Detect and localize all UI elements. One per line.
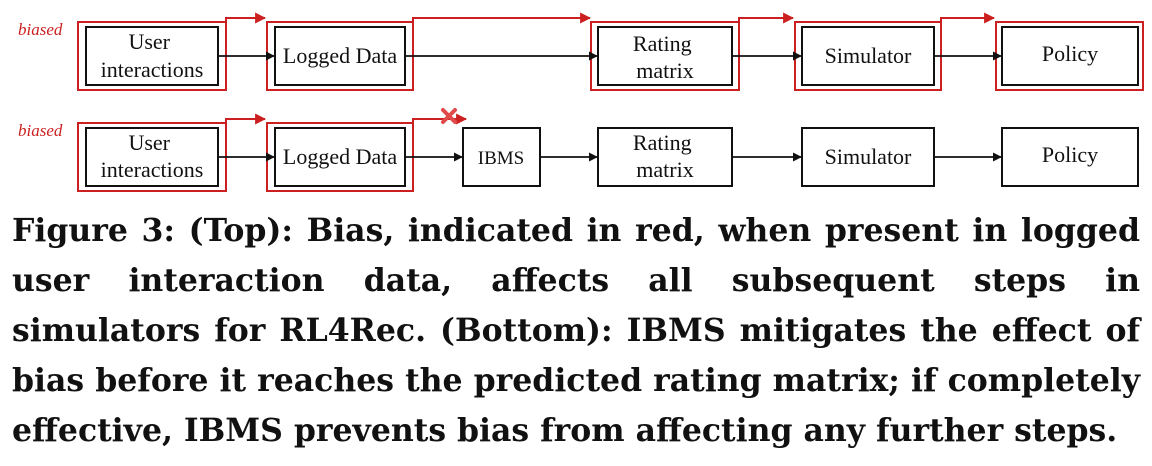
- top-label-user-line1: User: [128, 29, 170, 54]
- top-label-user-line2: interactions: [101, 57, 204, 82]
- top-label-rating: Rating matrix: [633, 31, 697, 83]
- top-label-user: User interactions: [101, 29, 204, 82]
- bias-flow-diagram: biased User interactions Logged Data Rat…: [18, 12, 1144, 192]
- bottom-label-policy: Policy: [1042, 142, 1098, 167]
- top-bias-arrow-1: [225, 12, 267, 24]
- bottom-box-policy: [1001, 127, 1139, 187]
- top-bias-arrow-4: [940, 12, 996, 24]
- figure-caption: Figure 3: (Top): Bias, indicated in red,…: [12, 212, 1140, 449]
- bottom-bias-arrow-1: [225, 113, 267, 125]
- bottom-label-simulator: Simulator: [825, 144, 912, 169]
- blocked-cross-icon: [441, 108, 457, 124]
- bottom-label-rating-line2: matrix: [636, 157, 693, 182]
- biased-label-top: biased: [18, 20, 63, 39]
- top-bias-arrow-3: [738, 12, 795, 24]
- bottom-label-logged: Logged Data: [283, 144, 397, 169]
- bottom-label-user-line2: interactions: [101, 157, 204, 182]
- top-label-rating-line2: matrix: [636, 58, 693, 83]
- top-label-logged: Logged Data: [283, 43, 397, 68]
- bottom-label-rating-line1: Rating: [633, 130, 692, 155]
- bottom-bias-arrow-2: [412, 113, 468, 125]
- top-box-policy: [1001, 26, 1139, 86]
- bottom-label-ibms: IBMS: [478, 148, 524, 169]
- top-label-simulator: Simulator: [825, 43, 912, 68]
- bottom-label-user: User interactions: [101, 130, 204, 182]
- top-bias-arrows: [225, 12, 996, 24]
- bottom-label-rating: Rating matrix: [633, 130, 697, 182]
- biased-label-bottom: biased: [18, 121, 63, 140]
- top-bias-arrow-2: [412, 12, 592, 24]
- top-label-policy: Policy: [1042, 41, 1098, 66]
- bottom-label-user-line1: User: [128, 130, 170, 155]
- top-label-rating-line1: Rating: [633, 31, 692, 56]
